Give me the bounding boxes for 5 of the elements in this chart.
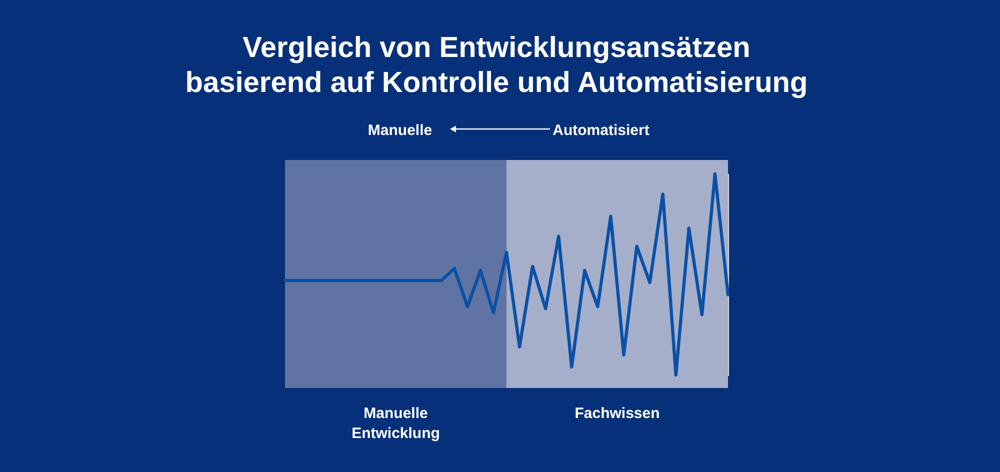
text: Manuelle: [368, 122, 432, 139]
text: Automatisiert: [552, 122, 650, 139]
text: Manuelle Entwicklung: [352, 405, 440, 442]
text: Fachwissen: [574, 405, 660, 422]
chart-title: Vergleich von Entwicklungsansätzen basierend auf Kontrolle und Automatisierung: [185, 32, 808, 99]
